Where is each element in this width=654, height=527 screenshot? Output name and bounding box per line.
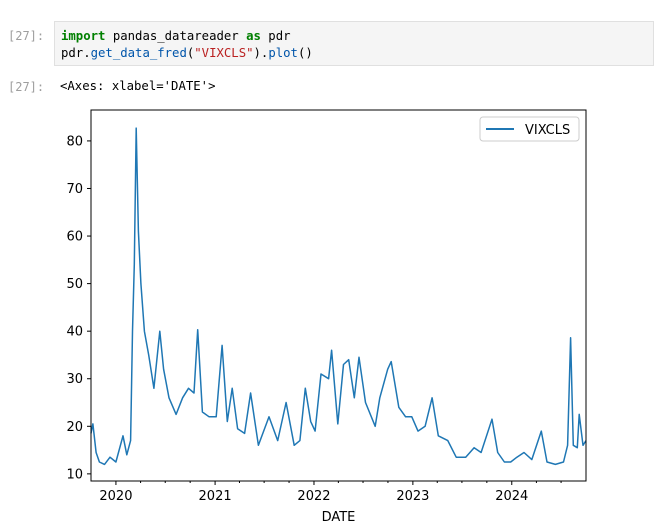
code-alias: pdr (260, 29, 291, 43)
keyword-as: as (246, 29, 261, 43)
y-tick-label: 20 (66, 420, 83, 435)
code-function: get_data_fred (90, 46, 187, 60)
x-axis-label: DATE (322, 510, 356, 525)
y-tick-label: 10 (66, 467, 83, 482)
legend-box (479, 116, 580, 142)
keyword-import: import (61, 29, 106, 43)
x-tick-label: 2022 (297, 489, 330, 504)
code-string-arg: "VIXCLS" (194, 46, 254, 60)
y-tick-label: 80 (66, 134, 83, 149)
y-tick-label: 60 (66, 230, 83, 245)
x-tick-label: 2021 (199, 489, 232, 504)
output-prompt: [27]: (8, 80, 45, 94)
code-method: plot (268, 46, 298, 60)
y-tick-label: 50 (66, 277, 83, 292)
legend: VIXCLS (479, 116, 580, 142)
code-call: () (297, 46, 313, 60)
legend-label: VIXCLS (525, 123, 570, 138)
code-module: pandas_datareader (105, 29, 247, 43)
input-prompt: [27]: (8, 29, 45, 43)
y-tick-label: 70 (66, 182, 83, 197)
plot-frame (90, 109, 587, 482)
code-line-2: pdr.get_data_fred("VIXCLS").plot() (61, 45, 653, 62)
y-tick-label: 30 (66, 372, 83, 387)
series-line-vixcls (90, 127, 587, 466)
y-tick-label: 40 (66, 325, 83, 340)
code-paren-close: ). (253, 46, 269, 60)
code-cell-input[interactable]: import pandas_datareader as pdr pdr.get_d… (54, 21, 654, 66)
x-tick-label: 2020 (99, 489, 132, 504)
output-repr: <Axes: xlabel='DATE'> (60, 79, 216, 93)
code-paren-open: ( (186, 46, 195, 60)
code-line-1: import pandas_datareader as pdr (61, 28, 653, 45)
x-tick-label: 2023 (396, 489, 429, 504)
code-object: pdr. (61, 46, 91, 60)
x-tick-label: 2024 (495, 489, 528, 504)
